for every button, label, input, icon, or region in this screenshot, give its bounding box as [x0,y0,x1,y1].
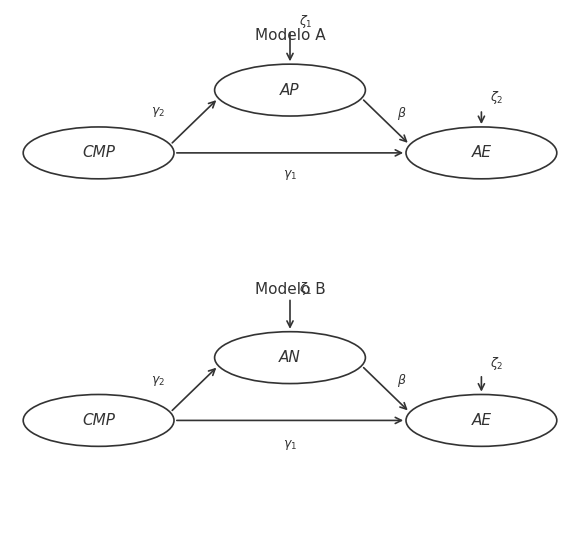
Text: CMP: CMP [82,145,115,161]
Text: $\beta$: $\beta$ [397,104,407,122]
Text: $\zeta_2$: $\zeta_2$ [490,355,503,372]
Ellipse shape [215,64,365,116]
Text: AE: AE [472,145,491,161]
Text: Modelo B: Modelo B [255,282,325,297]
Text: CMP: CMP [82,413,115,428]
Text: $\gamma_1$: $\gamma_1$ [283,168,297,182]
Text: AN: AN [279,350,301,365]
Text: $\zeta_1$: $\zeta_1$ [299,13,312,30]
Text: $\gamma_2$: $\gamma_2$ [151,105,165,119]
Text: $\gamma_2$: $\gamma_2$ [151,373,165,388]
Text: AP: AP [280,82,300,98]
Ellipse shape [215,332,365,384]
Text: AE: AE [472,413,491,428]
Text: $\zeta_2$: $\zeta_2$ [490,90,503,106]
Ellipse shape [23,394,174,447]
Ellipse shape [406,394,557,447]
Text: $\zeta_1$: $\zeta_1$ [299,280,312,297]
Text: $\beta$: $\beta$ [397,372,407,389]
Ellipse shape [406,127,557,179]
Ellipse shape [23,127,174,179]
Text: Modelo A: Modelo A [255,28,325,43]
Text: $\gamma_1$: $\gamma_1$ [283,438,297,452]
